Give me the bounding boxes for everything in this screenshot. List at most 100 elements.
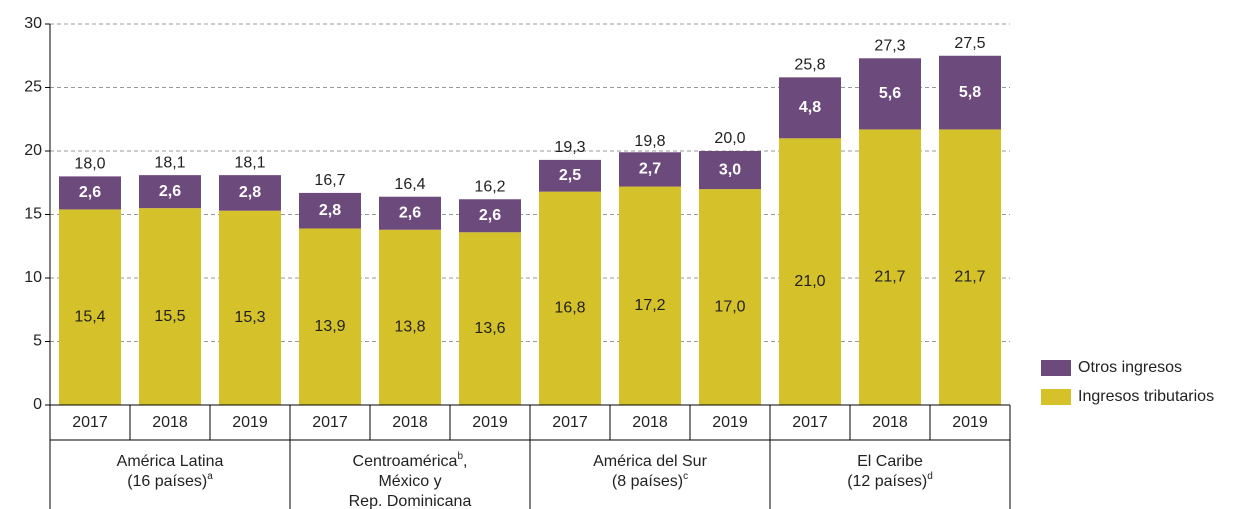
x-tick-label: 2018 — [392, 414, 428, 431]
total-label: 18,1 — [154, 154, 185, 171]
x-tick-label: 2018 — [872, 414, 908, 431]
bar-segment — [219, 210, 281, 405]
group-label-part: América del Sur — [593, 453, 707, 470]
bar-segment — [459, 199, 521, 233]
total-label: 16,4 — [394, 176, 425, 193]
group-label: (8 países)c — [612, 471, 688, 491]
value-label: 2,5 — [559, 167, 581, 184]
y-tick-label: 30 — [24, 15, 42, 32]
bar-segment — [539, 159, 601, 192]
group-label-part: d — [927, 471, 933, 482]
total-label: 27,3 — [874, 38, 905, 55]
legend-label: Otros ingresos — [1078, 359, 1182, 376]
x-tick-label: 2019 — [952, 414, 988, 431]
group-label-part: b — [457, 451, 463, 462]
bar-segment — [779, 77, 841, 139]
group-label-part: (16 países) — [127, 473, 207, 490]
bar-segment — [379, 229, 441, 405]
y-tick-label: 25 — [24, 79, 42, 96]
value-label: 13,6 — [474, 320, 505, 337]
value-label: 2,7 — [639, 161, 661, 178]
x-tick-label: 2017 — [72, 414, 108, 431]
bar-segment — [59, 209, 121, 405]
bar-segment — [299, 192, 361, 229]
legend-swatch — [1041, 360, 1071, 376]
group-label-part: (12 países) — [847, 473, 927, 490]
value-label: 16,8 — [554, 300, 585, 317]
value-label: 4,8 — [799, 99, 821, 116]
group-label: Centroaméricab, — [353, 451, 468, 471]
bar-segment — [699, 189, 761, 405]
value-label: 15,5 — [154, 308, 185, 325]
value-label: 2,6 — [479, 207, 501, 224]
group-label-part: Centroamérica — [353, 453, 458, 470]
bar-segment — [619, 152, 681, 187]
bar-segment — [859, 58, 921, 130]
total-label: 27,5 — [954, 35, 985, 52]
bar-segment — [939, 55, 1001, 130]
bar-segment — [459, 232, 521, 405]
total-label: 20,0 — [714, 130, 745, 147]
group-label-part: El Caribe — [857, 453, 923, 470]
y-tick-label: 0 — [33, 396, 42, 413]
x-tick-label: 2019 — [472, 414, 508, 431]
group-label-part: , — [463, 453, 467, 470]
value-label: 21,0 — [794, 273, 825, 290]
value-label: 5,8 — [959, 84, 981, 101]
value-label: 2,8 — [319, 202, 341, 219]
bar-segment — [619, 186, 681, 405]
value-label: 15,4 — [74, 308, 105, 325]
x-tick-label: 2017 — [552, 414, 588, 431]
x-tick-label: 2019 — [712, 414, 748, 431]
total-label: 18,1 — [234, 154, 265, 171]
value-label: 17,2 — [634, 297, 665, 314]
value-label: 2,6 — [159, 183, 181, 200]
group-label: México y — [378, 473, 441, 490]
bar-segment — [299, 228, 361, 405]
total-label: 18,0 — [74, 156, 105, 173]
group-label-part: a — [207, 471, 213, 482]
group-label: América Latina — [117, 453, 224, 470]
group-label-part: c — [683, 471, 688, 482]
legend-label: Ingresos tributarios — [1078, 388, 1214, 405]
value-label: 21,7 — [954, 268, 985, 285]
total-label: 16,2 — [474, 178, 505, 195]
total-label: 19,3 — [554, 139, 585, 156]
group-label: Rep. Dominicana — [349, 493, 472, 509]
value-label: 2,6 — [79, 184, 101, 201]
value-label: 2,6 — [399, 204, 421, 221]
x-tick-label: 2019 — [232, 414, 268, 431]
bar-segment — [539, 191, 601, 405]
value-label: 21,7 — [874, 268, 905, 285]
value-label: 17,0 — [714, 298, 745, 315]
value-label: 2,8 — [239, 184, 261, 201]
group-label-part: (8 países) — [612, 473, 683, 490]
value-label: 15,3 — [234, 309, 265, 326]
legend-swatch — [1041, 389, 1071, 405]
y-tick-label: 15 — [24, 206, 42, 223]
bar-segment — [139, 208, 201, 405]
bar-segment — [219, 175, 281, 211]
bar-segment — [939, 129, 1001, 405]
group-label-part: América Latina — [117, 453, 224, 470]
bar-segment — [379, 196, 441, 230]
x-tick-label: 2017 — [792, 414, 828, 431]
group-label-part: México y — [378, 473, 441, 490]
total-label: 16,7 — [314, 172, 345, 189]
x-tick-label: 2017 — [312, 414, 348, 431]
value-label: 3,0 — [719, 161, 741, 178]
value-label: 13,8 — [394, 319, 425, 336]
x-tick-label: 2018 — [152, 414, 188, 431]
y-tick-label: 10 — [24, 269, 42, 286]
total-label: 19,8 — [634, 133, 665, 150]
y-tick-label: 20 — [24, 142, 42, 159]
y-tick-label: 5 — [33, 333, 42, 350]
group-label: (16 países)a — [127, 471, 213, 491]
value-label: 5,6 — [879, 85, 901, 102]
total-label: 25,8 — [794, 57, 825, 74]
value-label: 13,9 — [314, 318, 345, 335]
group-label: El Caribe — [857, 453, 923, 470]
bar-segment — [859, 129, 921, 405]
bar-segment — [59, 176, 121, 210]
